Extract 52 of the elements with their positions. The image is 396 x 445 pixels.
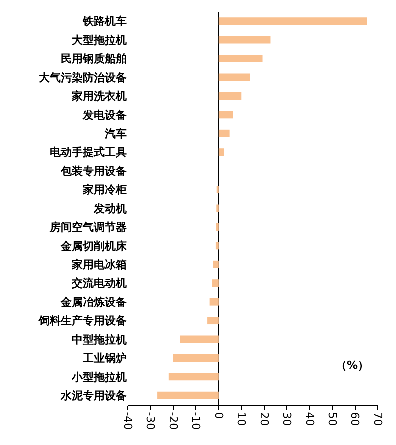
y-tick-label: 金属冶炼设备 bbox=[60, 296, 127, 309]
y-tick-label: 发电设备 bbox=[82, 108, 127, 122]
bar bbox=[218, 18, 368, 26]
y-tick-label: 大型拖拉机 bbox=[72, 34, 127, 47]
bar bbox=[218, 36, 271, 44]
bar bbox=[218, 148, 224, 156]
bar bbox=[218, 55, 263, 63]
y-tick-label: 汽车 bbox=[104, 127, 127, 140]
y-tick-label: 大气污染防治设备 bbox=[39, 71, 127, 84]
bar bbox=[216, 242, 219, 250]
bar bbox=[173, 354, 219, 362]
y-tick-label: 工业锅炉 bbox=[82, 352, 127, 366]
y-tick-label: 金属切削机床 bbox=[60, 240, 128, 253]
x-tick-label: 40 bbox=[303, 412, 316, 426]
bar bbox=[210, 298, 219, 306]
y-tick-label: 电动手提式工具 bbox=[50, 146, 127, 160]
bar bbox=[208, 317, 219, 325]
bar bbox=[218, 74, 250, 82]
y-tick-label: 房间空气调节器 bbox=[49, 221, 127, 234]
y-tick-label: 发动机 bbox=[93, 202, 127, 216]
annotation: （%） bbox=[336, 359, 370, 372]
y-tick-label: 包装专用设备 bbox=[60, 164, 127, 178]
bar bbox=[218, 92, 242, 100]
y-tick-label: 水泥专用设备 bbox=[60, 389, 127, 402]
y-tick-label: 饲料生产专用设备 bbox=[38, 314, 127, 328]
bar bbox=[218, 130, 230, 138]
x-tick-label: 20 bbox=[258, 412, 271, 426]
y-tick-label: 民用钢质船舶 bbox=[61, 52, 127, 66]
x-tick-label: 50 bbox=[326, 412, 339, 426]
y-tick-label: 家用洗衣机 bbox=[71, 90, 127, 104]
bar bbox=[168, 373, 219, 381]
bar bbox=[212, 280, 219, 288]
y-tick-label: 家用电冰箱 bbox=[71, 258, 127, 272]
y-tick-label: 小型拖拉机 bbox=[71, 370, 127, 384]
x-tick-label: 0 bbox=[212, 412, 226, 420]
x-tick-label: -10 bbox=[190, 412, 203, 430]
x-tick-label: -20 bbox=[166, 412, 180, 430]
x-tick-label: 30 bbox=[280, 412, 294, 426]
y-tick-label: 铁路机车 bbox=[82, 15, 127, 28]
bar bbox=[218, 111, 234, 119]
y-tick-label: 交流电动机 bbox=[71, 277, 127, 290]
y-tick-label: 中型拖拉机 bbox=[72, 333, 127, 346]
bar bbox=[158, 392, 219, 400]
x-tick-label: -40 bbox=[121, 412, 134, 430]
bar bbox=[216, 223, 219, 231]
x-tick-label: -30 bbox=[144, 412, 158, 430]
x-tick-label: 70 bbox=[371, 412, 384, 426]
x-tick-label: 10 bbox=[235, 412, 248, 426]
y-tick-label: 家用冷柜 bbox=[82, 184, 127, 197]
bar bbox=[180, 336, 219, 344]
x-tick-label: 60 bbox=[348, 412, 362, 426]
bar bbox=[213, 260, 219, 268]
